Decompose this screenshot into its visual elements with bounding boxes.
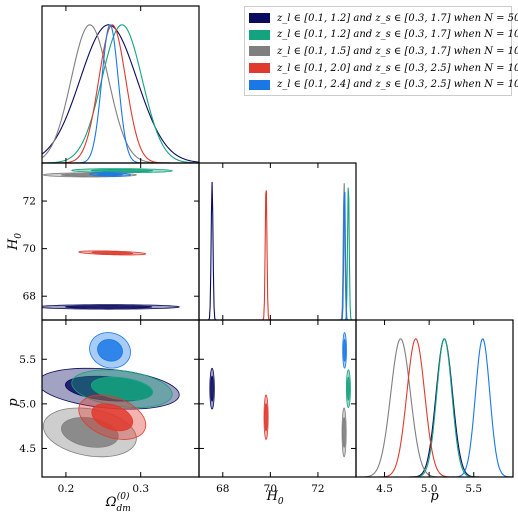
contour-1sigma-0-H0-p: [210, 375, 214, 402]
ytick-label-p: 4.5: [19, 443, 36, 455]
marginal-0-omega: [42, 24, 199, 163]
legend-item: z_l ∈ [0.1, 2.0] and z_s ∈ [0.3, 2.5] wh…: [249, 60, 518, 77]
contour-1sigma-3-omega-H0: [91, 251, 134, 255]
marginal-0-H0: [199, 181, 356, 320]
legend-item: z_l ∈ [0.1, 1.2] and z_s ∈ [0.3, 1.7] wh…: [249, 27, 518, 44]
axis-label-H0: H0: [266, 489, 284, 507]
marginal-1-H0: [199, 187, 356, 320]
axis-label-p: p: [6, 398, 21, 407]
marginal-4-H0: [199, 191, 356, 320]
ytick-label-p: 5.0: [19, 398, 36, 410]
legend: z_l ∈ [0.1, 1.2] and z_s ∈ [0.3, 1.7] wh…: [244, 6, 518, 96]
ytick-label-H0: 68: [23, 291, 36, 303]
axis-label-omega: Ωdm(0): [105, 491, 131, 514]
contour-1sigma-4-omega-p: [97, 339, 123, 362]
panel-frame-0-0: [41, 5, 200, 164]
contour-1sigma-4-omega-H0: [97, 172, 123, 176]
legend-swatch: [249, 46, 270, 57]
contour-1sigma-1-H0-p: [346, 376, 351, 401]
contour-1sigma-4-H0-p: [343, 339, 347, 362]
panel-frame-2-2: [355, 319, 514, 478]
xtick-label-H0: 70: [264, 483, 277, 495]
axis-labels: 0.2 0.3 68 70 72 4.5 5.0 5.5 68 70 72 4.5 5.0 5.5 Ωdm(…: [6, 196, 482, 514]
axis-label-H0: H0: [6, 233, 24, 251]
marginal-2-H0: [199, 183, 356, 320]
legend-swatch: [249, 63, 270, 74]
ytick-label-p: 5.5: [19, 354, 36, 366]
xtick-label-p: 4.5: [376, 483, 393, 495]
marginal-1-p: [356, 338, 513, 477]
marginal-0-p: [356, 338, 513, 477]
panel-frames: [41, 5, 514, 478]
panel-frame-1-2: [198, 319, 357, 478]
ytick-label-H0: 70: [23, 243, 36, 255]
legend-swatch: [249, 13, 270, 24]
contour-1sigma-0-omega-H0: [64, 305, 153, 309]
axis-label-p: p: [430, 489, 439, 504]
legend-label: z_l ∈ [0.1, 1.5] and z_s ∈ [0.3, 1.7] wh…: [277, 45, 518, 57]
contour-1sigma-3-H0-p: [264, 403, 268, 432]
legend-item: z_l ∈ [0.1, 2.4] and z_s ∈ [0.3, 2.5] wh…: [249, 76, 518, 93]
legend-label: z_l ∈ [0.1, 2.4] and z_s ∈ [0.3, 2.5] wh…: [277, 79, 518, 91]
legend-swatch: [249, 79, 270, 90]
legend-swatch: [249, 29, 270, 40]
legend-item: z_l ∈ [0.1, 1.5] and z_s ∈ [0.3, 1.7] wh…: [249, 43, 518, 60]
contour-1sigma-1-omega-H0: [90, 168, 154, 173]
marginal-3-H0: [199, 190, 356, 320]
legend-label: z_l ∈ [0.1, 2.0] and z_s ∈ [0.3, 2.5] wh…: [277, 62, 518, 74]
marginal-4-omega: [42, 24, 199, 163]
xtick-label-H0: 72: [311, 483, 324, 495]
xtick-label-p: 5.0: [421, 483, 438, 495]
xtick-label-p: 5.5: [465, 483, 482, 495]
legend-item: z_l ∈ [0.1, 1.2] and z_s ∈ [0.3, 1.7] wh…: [249, 10, 518, 27]
xtick-label-omega: 0.2: [58, 483, 75, 495]
marginal-1-omega: [42, 24, 199, 163]
panel-frame-0-1: [41, 162, 200, 321]
marginal-4-p: [356, 338, 513, 477]
marginal-3-omega: [42, 24, 199, 163]
contour-1sigma-2-H0-p: [342, 417, 346, 448]
panel-frame-1-1: [198, 162, 357, 321]
contour-1sigma-3-omega-p: [91, 403, 134, 432]
contour-fills: [42, 168, 351, 458]
xtick-label-omega: 0.3: [132, 483, 149, 495]
legend-label: z_l ∈ [0.1, 1.2] and z_s ∈ [0.3, 1.7] wh…: [277, 12, 518, 24]
xtick-label-H0: 68: [216, 483, 229, 495]
ytick-label-H0: 72: [23, 196, 36, 208]
legend-label: z_l ∈ [0.1, 1.2] and z_s ∈ [0.3, 1.7] wh…: [277, 29, 518, 41]
